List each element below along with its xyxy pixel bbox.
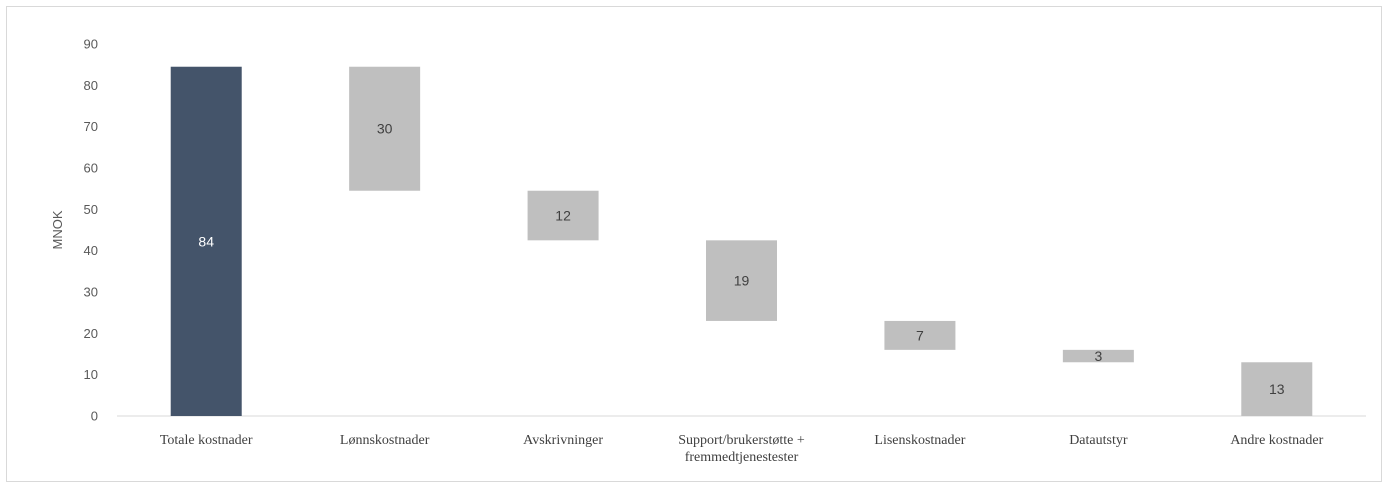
bar — [884, 320, 956, 350]
data-label: 84 — [198, 233, 214, 249]
y-axis-label: MNOK — [50, 210, 65, 249]
data-label: 19 — [734, 273, 750, 289]
y-tick-label: 80 — [84, 78, 98, 93]
data-label: 12 — [555, 208, 571, 224]
x-category-label: Lønnskostnader — [340, 433, 430, 448]
y-axis-ticks: 0 10 20 30 40 50 60 70 80 90 — [84, 37, 98, 424]
bar — [1241, 362, 1313, 416]
y-tick-label: 10 — [84, 367, 98, 382]
x-category-label: Andre kostnader — [1230, 433, 1323, 448]
y-tick-label: 40 — [84, 243, 98, 258]
bar — [1062, 349, 1134, 363]
bar — [349, 66, 421, 191]
bar — [170, 66, 242, 416]
bars: 84 30 12 19 7 3 13 — [170, 66, 1313, 416]
data-label: 13 — [1269, 381, 1285, 397]
x-category-label: Support/brukerstøtte + fremmedtjenesteste… — [678, 433, 805, 465]
x-category-label: Lisenskostnader — [874, 433, 965, 448]
x-category-label: Datautstyr — [1069, 433, 1128, 448]
bar — [706, 240, 777, 321]
x-category-label: Avskrivninger — [523, 433, 603, 448]
y-tick-label: 20 — [84, 326, 98, 341]
x-category-label: Totale kostnader — [160, 433, 253, 448]
y-tick-label: 50 — [84, 202, 98, 217]
y-tick-label: 0 — [91, 409, 98, 424]
y-tick-label: 60 — [84, 161, 98, 176]
data-label: 30 — [377, 121, 393, 137]
data-label: 3 — [1094, 348, 1102, 364]
y-tick-label: 70 — [84, 119, 98, 134]
data-label: 7 — [916, 327, 924, 343]
y-tick-label: 90 — [84, 37, 98, 52]
x-axis-categories: Totale kostnader Lønnskostnader Avskrivnin… — [160, 433, 1324, 465]
bar — [527, 190, 599, 241]
y-tick-label: 30 — [84, 285, 98, 300]
